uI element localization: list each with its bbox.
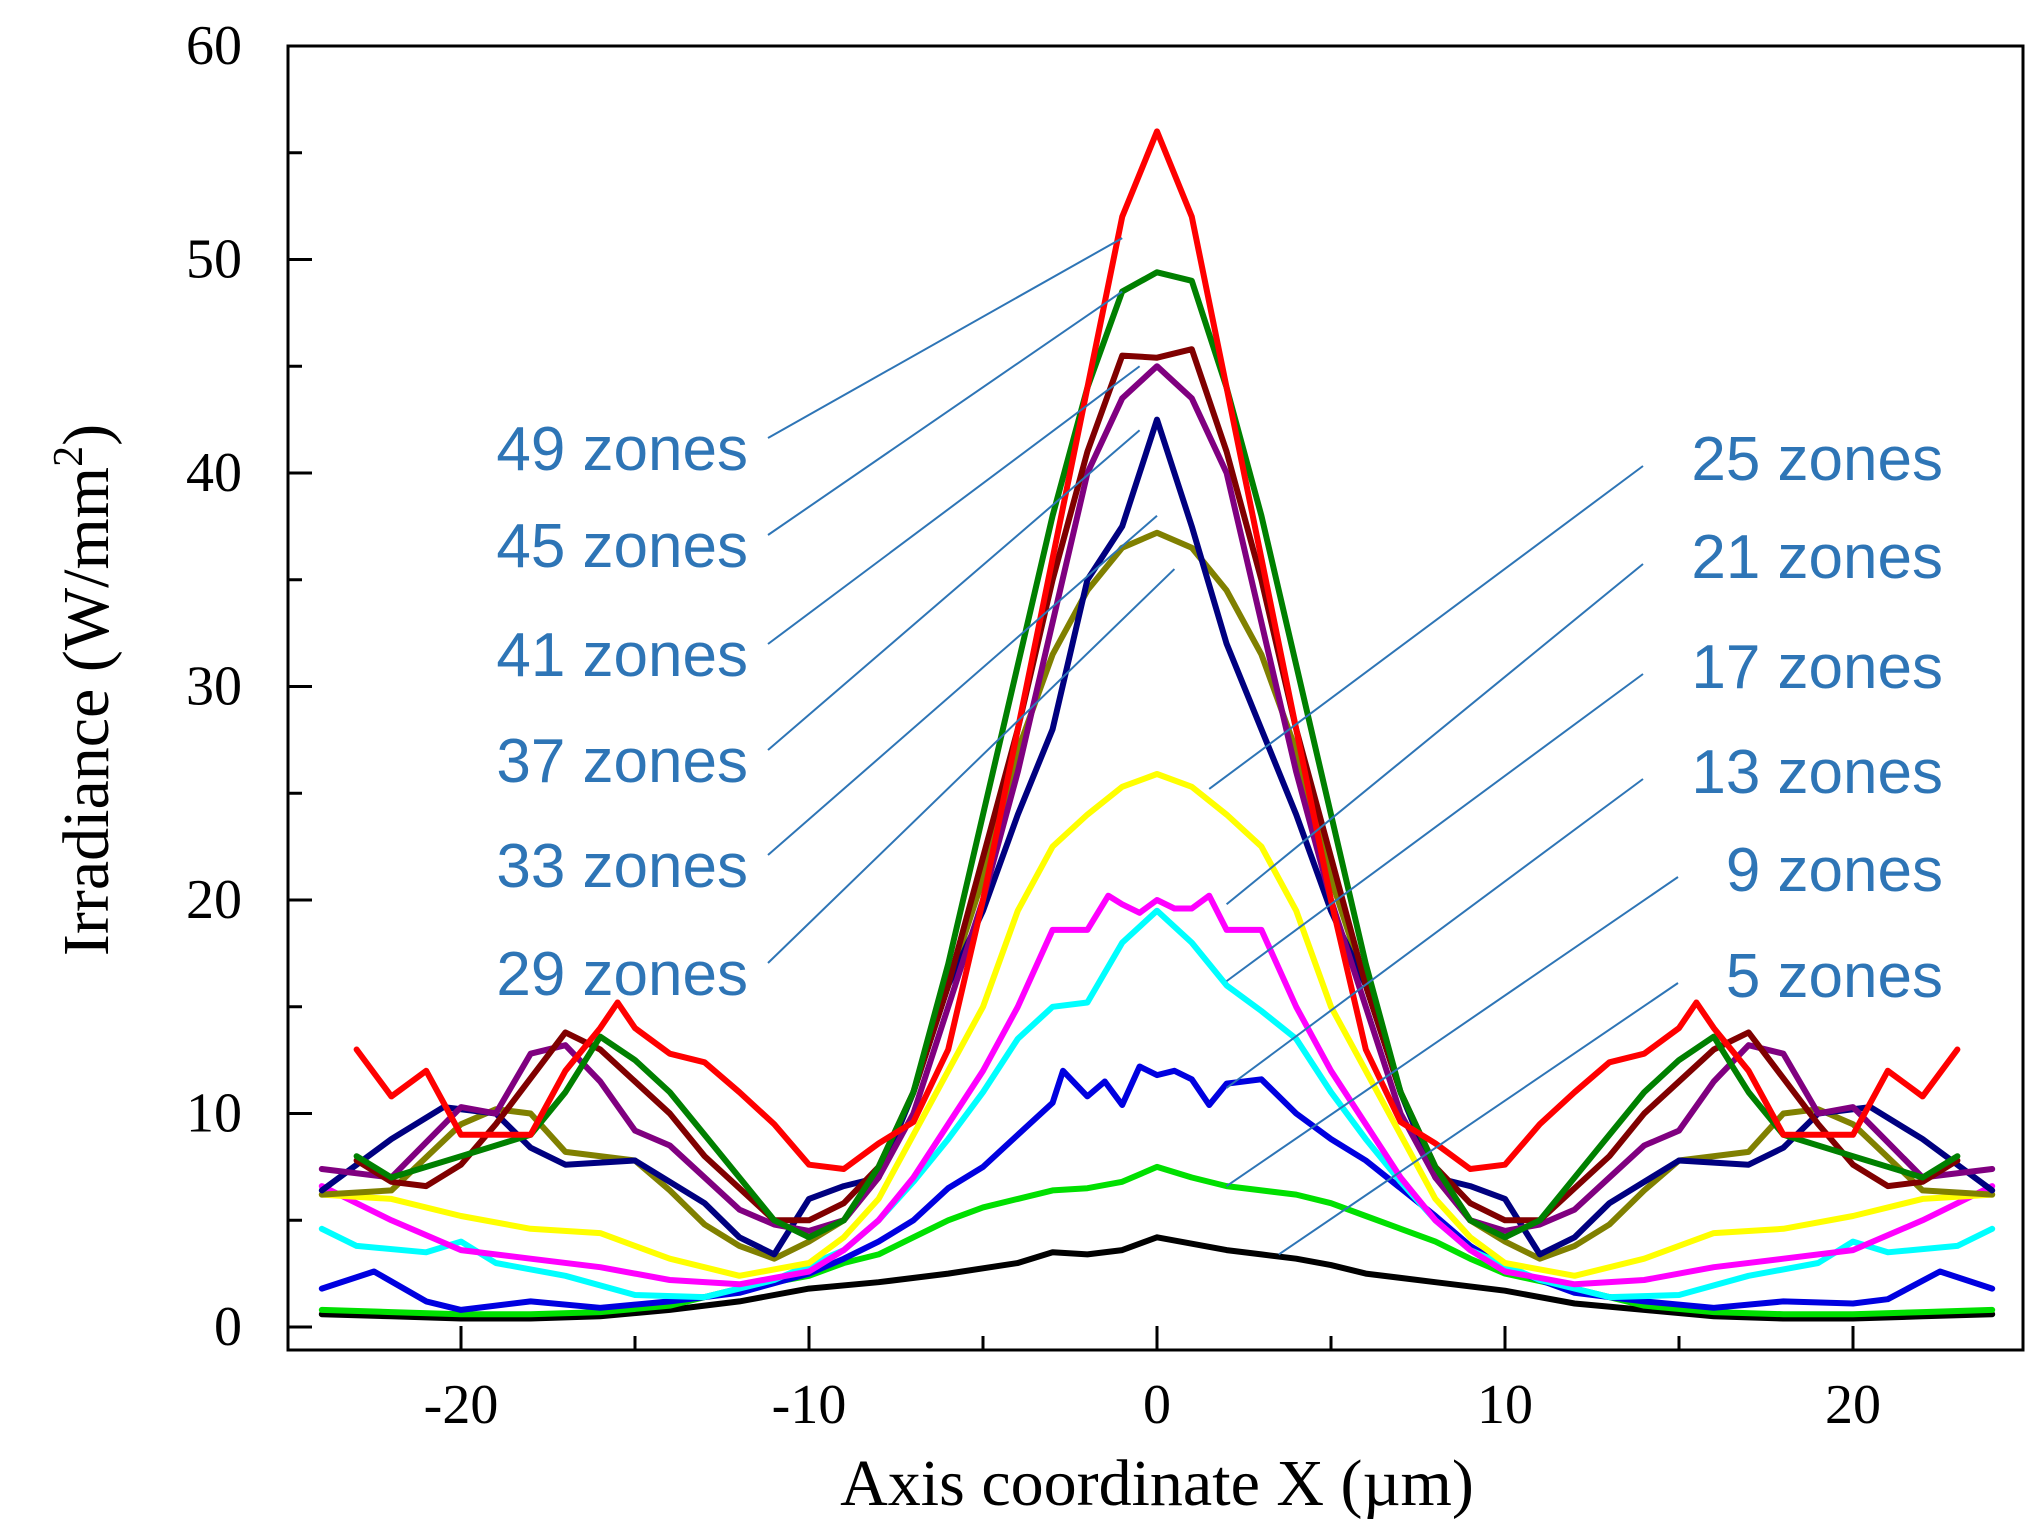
x-tick-label: 0: [1143, 1374, 1171, 1436]
series-line-33-zones: [318, 416, 1996, 1258]
leader-line: [1278, 982, 1679, 1256]
series-line-41-zones: [353, 346, 1961, 1224]
series-line-21-zones: [318, 892, 1996, 1288]
zone-label-37-zones: 37 zones: [496, 727, 748, 796]
zone-label-5-zones: 5 zones: [1726, 942, 1943, 1011]
leader-line: [767, 568, 1176, 964]
y-axis-title-close: ): [50, 424, 123, 446]
y-tick-label: 20: [186, 869, 242, 931]
series-line-45-zones: [353, 269, 1961, 1241]
leader-line: [767, 290, 1123, 536]
zone-label-49-zones: 49 zones: [496, 415, 748, 484]
x-tick-label: 20: [1825, 1374, 1881, 1436]
y-axis-title-main: Irradiance (W/mm: [50, 467, 123, 956]
y-axis-title-superscript: 2: [46, 446, 92, 467]
leader-line: [1226, 673, 1644, 982]
y-tick-label: 10: [186, 1083, 242, 1145]
zone-label-13-zones: 13 zones: [1691, 738, 1943, 807]
axis-tick-labels: 0 10 20 30 40 50 60 -20 -10 0 10 20: [186, 15, 1881, 1436]
zone-label-33-zones: 33 zones: [496, 832, 748, 901]
y-tick-label: 50: [186, 229, 242, 291]
leader-line: [1225, 563, 1644, 906]
y-tick-label: 40: [186, 442, 242, 504]
zone-label-45-zones: 45 zones: [496, 512, 748, 581]
zone-label-41-zones: 41 zones: [496, 621, 748, 690]
zone-label-29-zones: 29 zones: [496, 940, 748, 1009]
axis-ticks: [288, 44, 1855, 1350]
leader-line: [767, 365, 1141, 645]
series-line-37-zones: [318, 363, 1996, 1234]
x-tick-label: -10: [772, 1374, 847, 1436]
x-tick-label: 10: [1477, 1374, 1533, 1436]
series-line-49-zones: [353, 128, 1961, 1172]
zone-label-25-zones: 25 zones: [1691, 425, 1943, 494]
series-lines: [318, 128, 1996, 1322]
label-leader-lines: [767, 237, 1679, 1256]
zone-label-9-zones: 9 zones: [1726, 836, 1943, 905]
zone-label-17-zones: 17 zones: [1691, 633, 1943, 702]
leader-line: [1226, 876, 1679, 1187]
y-tick-label: 0: [214, 1296, 242, 1358]
series-line-13-zones: [318, 1063, 1996, 1313]
y-tick-label: 30: [186, 656, 242, 718]
leader-line: [1226, 778, 1644, 1089]
y-tick-label: 60: [186, 15, 242, 77]
leader-line: [767, 429, 1141, 751]
zone-labels: 49 zones 45 zones 41 zones 37 zones 33 zones…: [496, 415, 1943, 1011]
x-axis-title: Axis coordinate X (µm): [840, 1447, 1474, 1520]
x-tick-label: -20: [424, 1374, 499, 1436]
leader-line: [767, 514, 1158, 856]
series-line-17-zones: [318, 907, 1996, 1301]
series-line-5-zones: [318, 1234, 1996, 1322]
leader-line: [767, 237, 1123, 439]
y-axis-title: Irradiance (W/mm2): [46, 424, 123, 956]
leader-line: [1208, 465, 1644, 790]
series-line-9-zones: [318, 1163, 1996, 1318]
series-line-25-zones: [318, 771, 1996, 1279]
zone-label-21-zones: 21 zones: [1691, 523, 1943, 592]
series-line-29-zones: [318, 529, 1996, 1262]
